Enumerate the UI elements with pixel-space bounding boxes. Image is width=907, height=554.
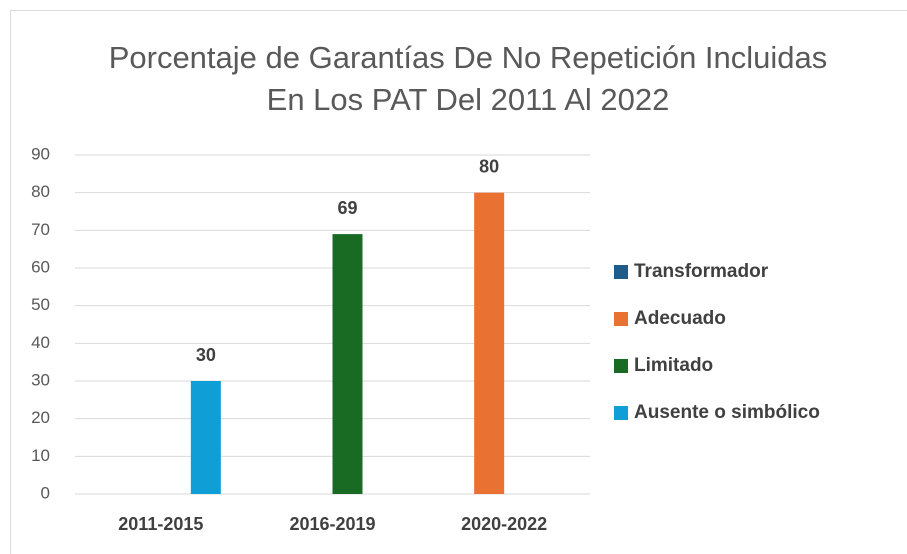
y-tick-label: 20 xyxy=(31,408,50,427)
legend-swatch xyxy=(614,359,628,373)
bar xyxy=(332,234,363,494)
legend-swatch xyxy=(614,265,628,279)
legend-label: Limitado xyxy=(634,355,713,376)
chart-border xyxy=(10,10,907,554)
value-label: 69 xyxy=(337,198,357,218)
x-tick-label: 2020-2022 xyxy=(461,514,547,534)
y-tick-label: 90 xyxy=(31,144,50,163)
y-tick-label: 80 xyxy=(31,182,50,201)
x-tick-label: 2011-2015 xyxy=(118,514,203,534)
x-tick-label: 2016-2019 xyxy=(289,514,375,534)
y-tick-label: 60 xyxy=(31,257,50,276)
legend-label: Ausente o simbólico xyxy=(634,402,820,423)
y-tick-label: 30 xyxy=(31,370,50,389)
legend-label: Adecuado xyxy=(634,308,726,329)
value-label: 30 xyxy=(196,345,216,365)
chart-title: Porcentaje de Garantías De No Repetición… xyxy=(109,40,828,117)
y-tick-label: 40 xyxy=(31,333,50,352)
y-tick-label: 70 xyxy=(31,220,50,239)
legend-swatch xyxy=(614,312,628,326)
y-tick-label: 50 xyxy=(31,295,50,314)
y-tick-label: 0 xyxy=(41,483,50,502)
y-tick-label: 10 xyxy=(31,446,50,465)
legend-label: Transformador xyxy=(634,261,769,282)
bar xyxy=(190,381,221,494)
value-label: 80 xyxy=(479,156,499,176)
legend-swatch xyxy=(614,406,628,420)
bar xyxy=(474,192,505,494)
